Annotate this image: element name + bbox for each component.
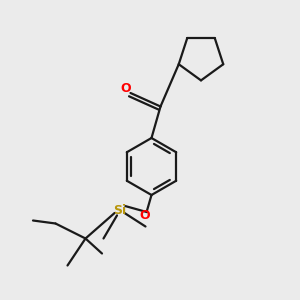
Text: O: O	[121, 82, 131, 95]
Text: O: O	[139, 209, 150, 222]
Text: Si: Si	[113, 203, 127, 217]
